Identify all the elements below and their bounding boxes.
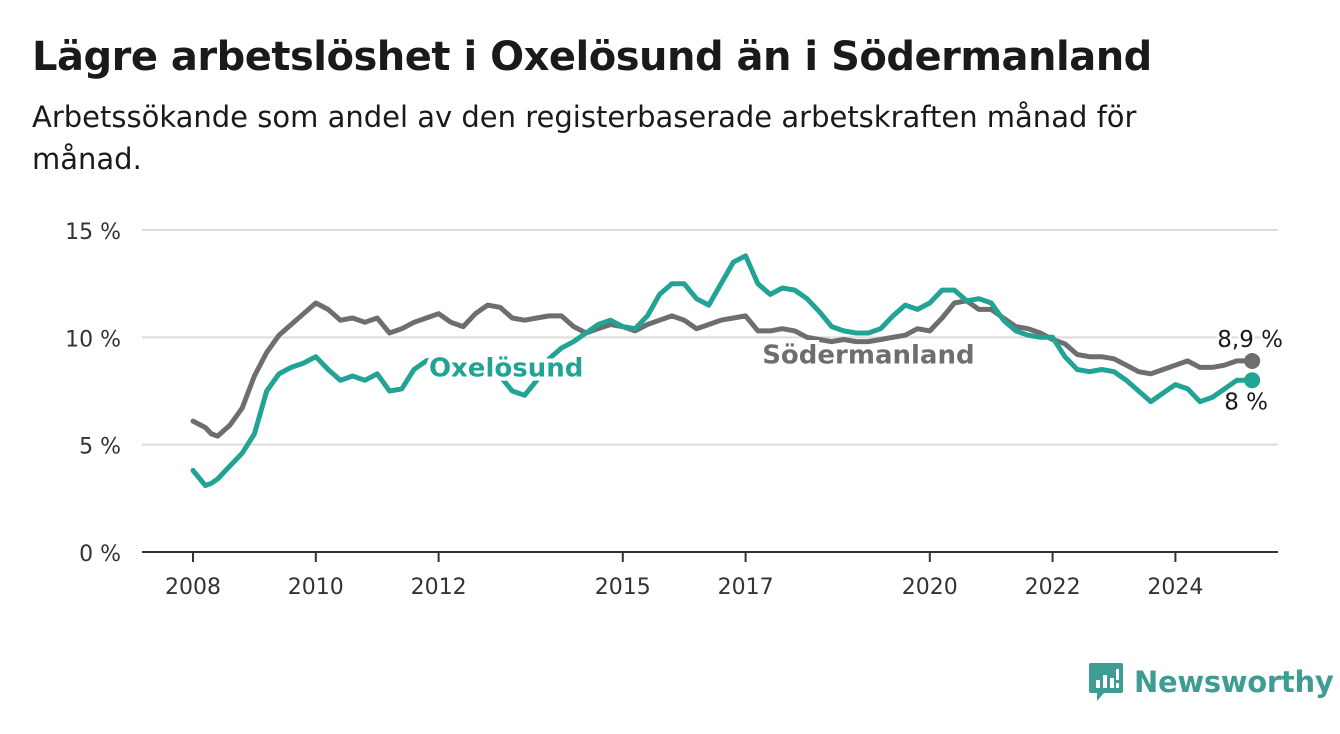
x-tick-label: 2008 — [165, 575, 221, 600]
y-tick-label: 10 % — [65, 327, 121, 352]
chart-title: Lägre arbetslöshet i Oxelösund än i Söde… — [32, 34, 1152, 80]
series-end-label: 8,9 % — [1217, 327, 1283, 353]
series-name-label: Södermanland — [762, 341, 974, 371]
brand-logo: Newsworthy — [1088, 660, 1334, 704]
newsworthy-logo-icon — [1089, 663, 1123, 701]
series-name-label: Oxelösund — [429, 353, 583, 383]
x-tick-label: 2024 — [1147, 575, 1203, 600]
brand-name: Newsworthy — [1134, 665, 1334, 699]
x-tick-label: 2015 — [595, 575, 651, 600]
series-end-label: 8 % — [1224, 389, 1268, 415]
y-tick-label: 5 % — [79, 435, 121, 460]
y-tick-label: 0 % — [79, 542, 121, 567]
x-tick-label: 2022 — [1025, 575, 1081, 600]
series-line-södermanland — [190, 298, 1255, 439]
x-tick-label: 2017 — [718, 575, 774, 600]
series-labels: 8,9 % 8 % Oxelösund Södermanland — [425, 324, 1286, 417]
series-line-oxelösund — [190, 253, 1255, 488]
series-end-point — [1244, 352, 1261, 369]
x-tick-label: 2010 — [288, 575, 344, 600]
y-tick-label: 15 % — [65, 220, 121, 245]
x-axis-ticks: 2008 2010 2012 2015 2017 2020 2022 2024 — [165, 552, 1203, 600]
x-tick-label: 2020 — [902, 575, 958, 600]
y-axis-ticks: 0 % 5 % 10 % 15 % — [65, 220, 121, 567]
series-lines — [190, 253, 1261, 488]
gridlines — [142, 229, 1278, 446]
x-tick-label: 2012 — [411, 575, 467, 600]
series-end-point — [1244, 372, 1261, 389]
chart-subtitle: Arbetssökande som andel av den registerb… — [32, 100, 1137, 176]
